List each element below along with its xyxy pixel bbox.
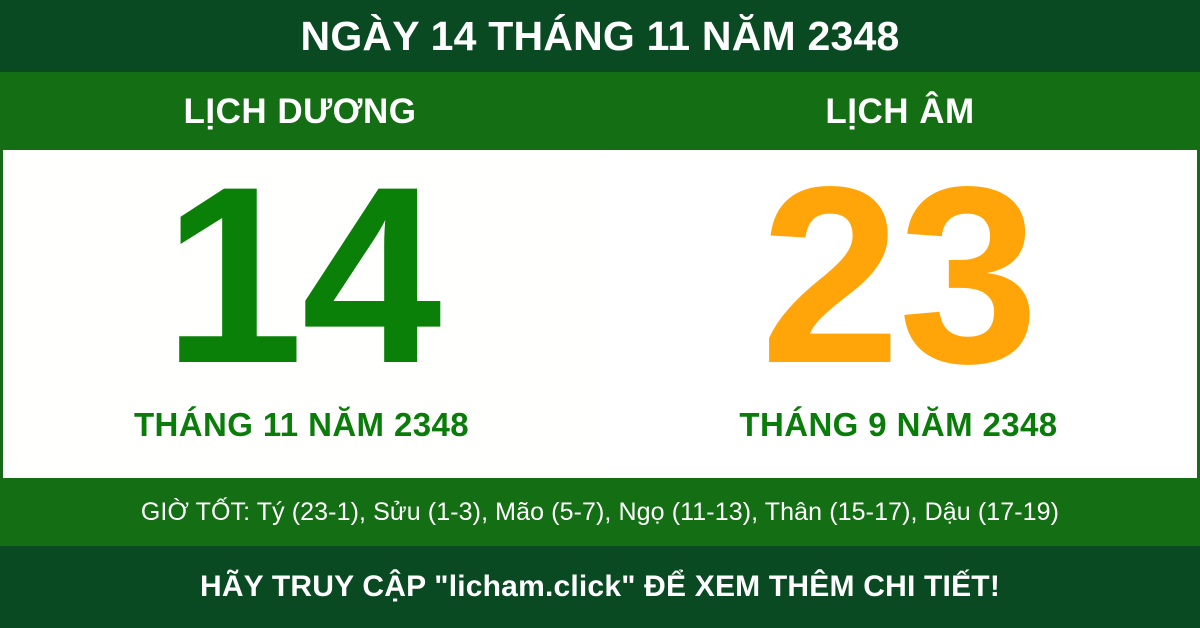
page-title: NGÀY 14 THÁNG 11 NĂM 2348 [300, 12, 900, 59]
lunar-month-year-label: THÁNG 9 NĂM 2348 [739, 405, 1058, 443]
footer-cta-text: HÃY TRUY CẬP "licham.click" ĐỂ XEM THÊM … [199, 570, 1001, 603]
title-bar: NGÀY 14 THÁNG 11 NĂM 2348 [0, 0, 1200, 72]
lunar-day-number: 23 [760, 135, 1038, 416]
column-header-lunar: LỊCH ÂM [600, 72, 1200, 150]
column-header-band: LỊCH DƯƠNG LỊCH ÂM [0, 72, 1200, 150]
footer-cta-bar: HÃY TRUY CẬP "licham.click" ĐỂ XEM THÊM … [0, 546, 1200, 628]
calendar-body: 14 THÁNG 11 NĂM 2348 23 THÁNG 9 NĂM 2348 [0, 150, 1200, 478]
column-header-solar-label: LỊCH DƯƠNG [183, 91, 417, 131]
column-header-solar: LỊCH DƯƠNG [0, 72, 600, 150]
solar-month-year-label: THÁNG 11 NĂM 2348 [133, 405, 470, 443]
good-hours-band: GIỜ TỐT: Tý (23-1), Sửu (1-3), Mão (5-7)… [0, 478, 1200, 546]
solar-day-number: 14 [163, 135, 441, 416]
solar-panel: 14 THÁNG 11 NĂM 2348 [3, 150, 600, 478]
lunar-panel: 23 THÁNG 9 NĂM 2348 [600, 150, 1197, 478]
good-hours-text: GIỜ TỐT: Tý (23-1), Sửu (1-3), Mão (5-7)… [140, 497, 1060, 526]
column-header-lunar-label: LỊCH ÂM [825, 91, 975, 131]
